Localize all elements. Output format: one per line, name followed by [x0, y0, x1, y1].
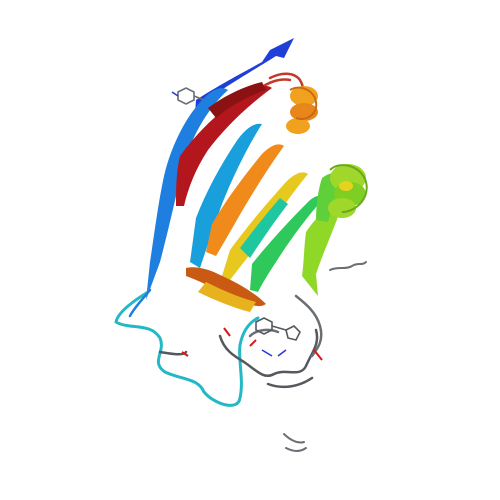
strand-teal [240, 198, 288, 258]
strand-yellow-bottom [198, 282, 256, 312]
strand-orange [206, 144, 284, 256]
helices [286, 86, 368, 218]
ring-sidechain-bottom [255, 317, 301, 357]
strand-blue-left [146, 88, 228, 300]
right-sidechain [329, 261, 367, 271]
strand-orange-dark-bottom [186, 267, 266, 307]
strand-green [250, 195, 324, 292]
strand-dark-red [208, 82, 266, 118]
side-chains [171, 87, 323, 361]
gray-right-loop [248, 294, 323, 358]
strand-cyan [190, 123, 262, 268]
red-heteroatoms [181, 327, 323, 361]
lime-helix [328, 164, 368, 218]
bottom-tail [283, 433, 307, 452]
orange-helix [286, 86, 318, 134]
strand-blue-top [194, 38, 294, 128]
ring-sidechain-top-left [171, 87, 205, 105]
strand-lime [302, 207, 338, 296]
beta-strands [146, 38, 346, 312]
cyan-lower-loop [114, 290, 260, 407]
